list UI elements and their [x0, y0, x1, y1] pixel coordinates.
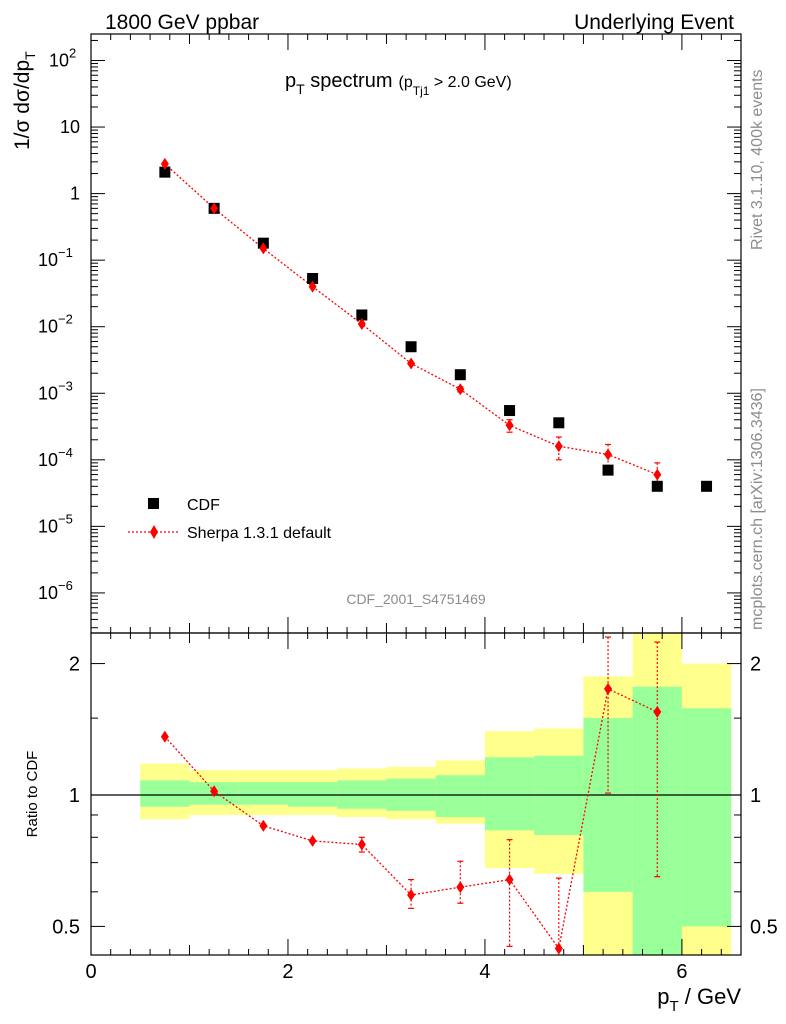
sherpa-main-point	[653, 468, 662, 481]
sherpa-ratio-point	[357, 838, 366, 851]
cdf-data-point	[602, 464, 614, 476]
sherpa-ratio-point	[653, 705, 662, 718]
ratio-inner-band-bin	[681, 708, 732, 927]
cdf-data-point	[553, 417, 565, 429]
sherpa-ratio-point	[554, 942, 563, 955]
main-series-group	[159, 157, 713, 492]
sherpa-ratio-point	[505, 873, 514, 886]
ratio-x-tick-label: 2	[282, 961, 293, 983]
sherpa-main-point	[604, 448, 613, 461]
ratio-y-tick-label-left: 0.5	[52, 916, 80, 938]
cdf-data-point	[307, 273, 319, 285]
sherpa-ratio-point	[456, 881, 465, 894]
cdf-data-point	[405, 341, 417, 353]
ratio-y-tick-label-left: 2	[69, 654, 80, 676]
main-y-tick-label: 10−4	[38, 445, 73, 470]
main-y-tick-label: 10	[60, 117, 80, 137]
sherpa-main-point	[456, 383, 465, 396]
sherpa-main-point	[160, 157, 169, 170]
sherpa-main-point	[554, 440, 563, 453]
ratio-series-group	[160, 636, 662, 955]
sherpa-ratio-point	[604, 682, 613, 695]
main-y-tick-label: 10−6	[38, 578, 73, 603]
sherpa-ratio-point	[160, 730, 169, 743]
ratio-inner-band-bin	[238, 782, 288, 805]
legend-sherpa-label: Sherpa 1.3.1 default	[187, 525, 332, 542]
legend-sherpa-marker	[150, 525, 158, 539]
cdf-data-point	[651, 480, 663, 492]
cdf-data-point	[701, 480, 713, 492]
sherpa-main-point	[210, 202, 219, 215]
ratio-x-tick-label: 6	[676, 961, 687, 983]
ratio-inner-band-bin	[140, 780, 190, 807]
x-axis-label: pT / GeV	[657, 984, 741, 1015]
ratio-x-tick-label: 0	[85, 961, 96, 983]
main-panel-frame	[90, 33, 742, 634]
cdf-data-point	[504, 405, 516, 417]
main-y-tick-label: 1	[70, 184, 80, 204]
sherpa-main-point	[259, 242, 268, 255]
main-y-tick-label: 10−3	[38, 378, 73, 403]
ratio-inner-band-bin	[435, 775, 485, 818]
rivet-version-label: Rivet 3.1.10, 400k events	[749, 69, 766, 250]
header-left: 1800 GeV ppbar	[105, 11, 259, 34]
sherpa-ratio-point	[259, 819, 268, 832]
axes-group: 10−6 10−5 10−4 10−3 10−2 10−1 1 10 102 0 2 4 6 0.5 0.5…	[38, 34, 778, 983]
sherpa-ratio-point	[308, 834, 317, 847]
sherpa-ratio-point	[210, 785, 219, 798]
sherpa-main-point	[357, 317, 366, 330]
ratio-inner-band-bin	[583, 718, 633, 892]
main-y-tick-label: 10−2	[38, 312, 73, 337]
legend-cdf-label: CDF	[187, 497, 220, 514]
analysis-id-label: CDF_2001_S4751469	[346, 591, 486, 607]
cdf-data-point	[454, 369, 466, 381]
legend: CDF Sherpa 1.3.1 default	[128, 497, 332, 542]
ratio-uncertainty-bands	[140, 633, 732, 955]
ratio-panel-frame	[90, 632, 742, 956]
ratio-y-tick-label-right: 1	[750, 785, 761, 807]
ratio-y-tick-label-right: 0.5	[750, 916, 778, 938]
sherpa-main-point	[308, 280, 317, 293]
mcplots-credit-label: mcplots.cern.ch [arXiv:1306.3436]	[749, 388, 766, 630]
ratio-x-tick-label: 4	[479, 961, 490, 983]
cdf-data-point	[356, 309, 368, 321]
ratio-y-axis-label: Ratio to CDF	[24, 751, 41, 838]
ratio-y-tick-label-right: 2	[750, 654, 761, 676]
main-panel-title: pT spectrum (pTj1 > 2.0 GeV)	[285, 70, 512, 98]
sherpa-ratio-point	[407, 889, 416, 902]
sherpa-main-point	[407, 357, 416, 370]
header-right: Underlying Event	[574, 11, 734, 34]
sherpa-main-point	[505, 419, 514, 432]
main-y-tick-label: 102	[49, 45, 76, 70]
cdf-data-point	[159, 166, 171, 178]
main-y-tick-label: 10−1	[38, 245, 73, 270]
sherpa-main-line	[164, 163, 658, 476]
ratio-inner-band-bin	[484, 757, 535, 831]
legend-cdf-marker	[148, 498, 159, 509]
ratio-y-tick-label-left: 1	[69, 785, 80, 807]
main-y-axis-label: 1/σ dσ/dpT	[11, 51, 38, 150]
main-y-tick-label: 10−5	[38, 511, 73, 536]
